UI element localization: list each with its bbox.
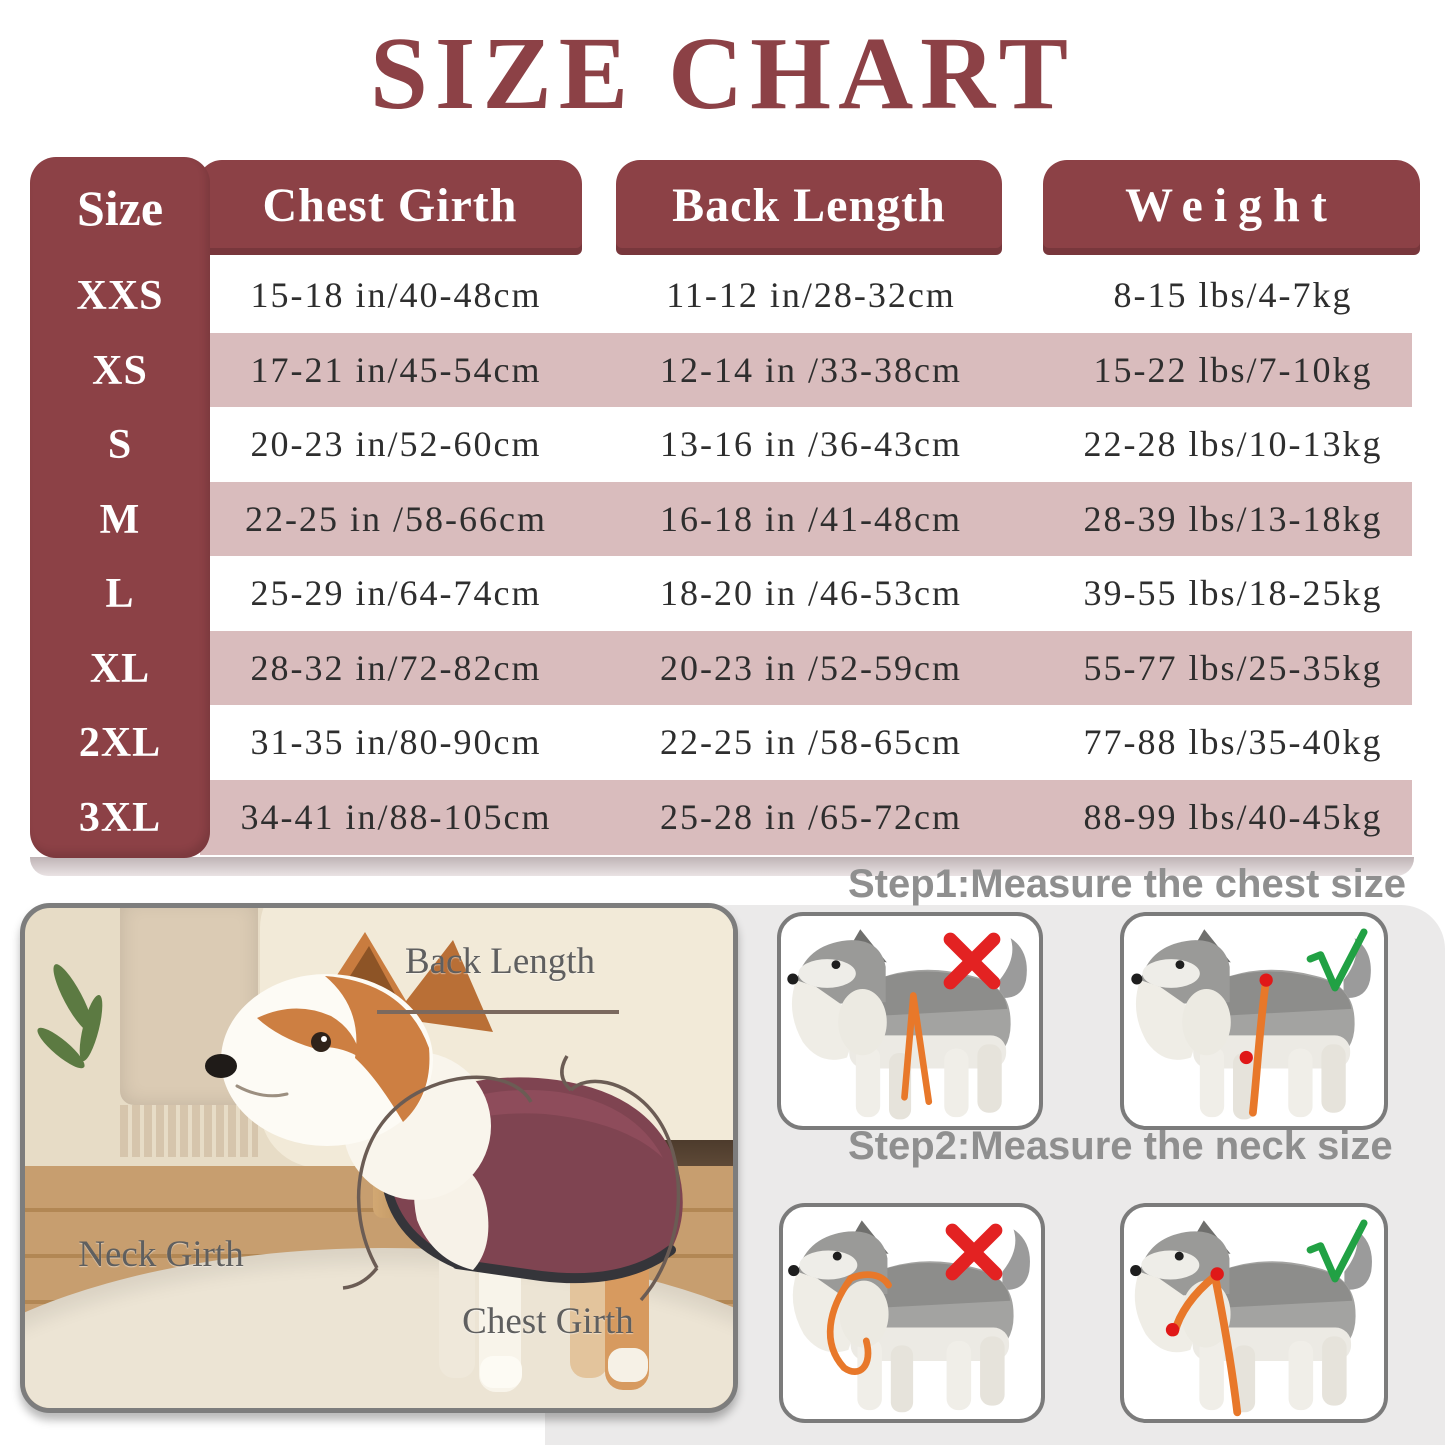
- size-column: Size XXS XS S M L XL 2XL 3XL: [30, 157, 210, 858]
- cell-weight: 15-22 lbs/7-10kg: [1093, 350, 1373, 390]
- x-mark-icon: [943, 932, 1001, 990]
- measuring-tape-arcs: [342, 1055, 681, 1302]
- size-label: XS: [92, 348, 148, 394]
- step2-correct-example-image: [1120, 1203, 1388, 1423]
- cell-weight: 39-55 lbs/18-25kg: [1083, 573, 1383, 613]
- measuring-strap: [826, 1271, 892, 1375]
- back-length-label: Back Length: [404, 941, 596, 982]
- step2-wrong-example-image: [779, 1203, 1045, 1423]
- cell-chest: 28-32 in/72-82cm: [250, 648, 542, 688]
- size-label: 2XL: [78, 720, 162, 766]
- schnauzer-dog-illustration: [1131, 929, 1371, 1120]
- cell-weight: 88-99 lbs/40-45kg: [1083, 797, 1383, 837]
- chest-girth-label: Chest Girth: [462, 1301, 634, 1342]
- size-label: XL: [89, 646, 151, 692]
- corgi-measurement-photo: Back Length Neck Girth Chest Girth: [20, 903, 738, 1413]
- page-title: SIZE CHART: [370, 16, 1075, 131]
- step1-heading: Step1:Measure the chest size: [848, 862, 1406, 906]
- schnauzer-dog-illustration: [1130, 1220, 1372, 1417]
- measuring-strap: [1165, 1267, 1242, 1417]
- cell-weight: 28-39 lbs/13-18kg: [1083, 499, 1383, 539]
- cell-back: 18-20 in /46-53cm: [660, 573, 962, 613]
- check-mark-icon: [1306, 1219, 1368, 1283]
- column-header-weight: Weight: [1043, 160, 1420, 255]
- measuring-strap: [1239, 973, 1273, 1117]
- measuring-strap: [901, 992, 933, 1105]
- cell-chest: 25-29 in/64-74cm: [250, 573, 542, 613]
- size-label: S: [107, 422, 133, 468]
- step1-correct-example-image: [1120, 912, 1388, 1130]
- step1-wrong-example-image: [777, 912, 1043, 1130]
- step2-heading: Step2:Measure the neck size: [848, 1124, 1393, 1168]
- table-row: 25-29 in/64-74cm 18-20 in /46-53cm 39-55…: [200, 556, 1412, 631]
- cell-chest: 22-25 in /58-66cm: [245, 499, 547, 539]
- cell-back: 11-12 in/28-32cm: [666, 275, 956, 315]
- check-mark-icon: [1306, 928, 1368, 992]
- cell-chest: 34-41 in/88-105cm: [240, 797, 552, 837]
- size-label: 3XL: [78, 795, 162, 841]
- size-label: L: [105, 571, 135, 617]
- x-mark-icon: [945, 1223, 1003, 1281]
- cell-back: 12-14 in /33-38cm: [660, 350, 962, 390]
- cell-back: 20-23 in /52-59cm: [660, 648, 962, 688]
- table-row: 31-35 in/80-90cm 22-25 in /58-65cm 77-88…: [200, 705, 1412, 780]
- column-header-chest-girth: Chest Girth: [198, 160, 582, 255]
- cell-back: 16-18 in /41-48cm: [660, 499, 962, 539]
- table-row: 28-32 in/72-82cm 20-23 in /52-59cm 55-77…: [200, 631, 1412, 706]
- cell-chest: 20-23 in/52-60cm: [250, 424, 542, 464]
- cell-chest: 15-18 in/40-48cm: [250, 275, 542, 315]
- size-label: M: [99, 497, 141, 543]
- plant-leaves: [37, 964, 103, 1069]
- schnauzer-dog-illustration: [788, 1220, 1030, 1413]
- cell-weight: 8-15 lbs/4-7kg: [1113, 275, 1353, 315]
- cell-weight: 55-77 lbs/25-35kg: [1083, 648, 1383, 688]
- neck-girth-label: Neck Girth: [78, 1234, 244, 1275]
- column-header-back-length: Back Length: [616, 160, 1002, 255]
- back-length-underline: [377, 1010, 619, 1014]
- cell-weight: 22-28 lbs/10-13kg: [1083, 424, 1383, 464]
- table-row: 17-21 in/45-54cm 12-14 in /33-38cm 15-22…: [200, 333, 1412, 408]
- table-row: 22-25 in /58-66cm 16-18 in /41-48cm 28-3…: [200, 482, 1412, 557]
- table-row: 20-23 in/52-60cm 13-16 in /36-43cm 22-28…: [200, 407, 1412, 482]
- cell-back: 25-28 in /65-72cm: [660, 797, 962, 837]
- column-header-size: Size: [76, 180, 164, 236]
- table-shadow: [30, 857, 1414, 876]
- table-row: 15-18 in/40-48cm 11-12 in/28-32cm 8-15 l…: [200, 258, 1412, 333]
- cell-chest: 17-21 in/45-54cm: [250, 350, 542, 390]
- cell-back: 13-16 in /36-43cm: [660, 424, 962, 464]
- table-row: 34-41 in/88-105cm 25-28 in /65-72cm 88-9…: [200, 780, 1412, 855]
- cell-chest: 31-35 in/80-90cm: [250, 722, 542, 762]
- cell-back: 22-25 in /58-65cm: [660, 722, 962, 762]
- schnauzer-dog-illustration: [787, 929, 1027, 1120]
- corgi-dog-illustration: [37, 932, 683, 1392]
- size-label: XXS: [76, 273, 164, 319]
- cell-weight: 77-88 lbs/35-40kg: [1083, 722, 1383, 762]
